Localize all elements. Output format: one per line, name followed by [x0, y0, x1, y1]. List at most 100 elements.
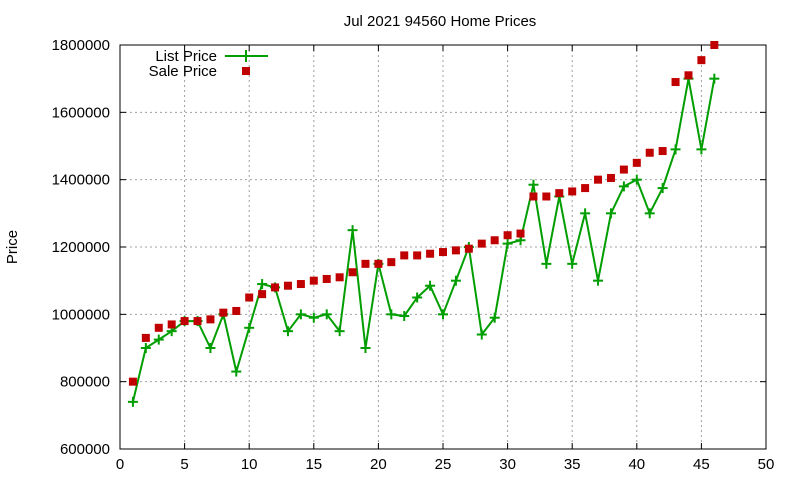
y-axis-label: Price [4, 230, 21, 264]
y-tick-label: 1200000 [52, 239, 110, 256]
x-tick-labels: 0 5 10 15 20 25 30 35 40 45 50 [116, 456, 775, 473]
list-price-point [231, 366, 242, 377]
list-price-point [295, 309, 306, 320]
list-price-point [580, 208, 591, 219]
chart-title: Jul 2021 94560 Home Prices [344, 13, 537, 30]
list-price-line [131, 78, 716, 403]
legend-marker-sale-price [242, 67, 250, 75]
axis-ticks [119, 44, 767, 450]
list-price-point [696, 144, 707, 155]
list-price-point [360, 343, 371, 353]
sale-price-point [361, 259, 370, 268]
list-price-point [257, 279, 268, 290]
sale-price-point [542, 192, 551, 201]
sale-price-point [645, 148, 654, 157]
x-tick-label: 5 [180, 456, 188, 473]
sale-price-point [568, 187, 577, 196]
list-price-point [282, 326, 293, 337]
list-price-point [567, 258, 578, 269]
sale-price-point [413, 251, 422, 260]
sale-price-point [128, 377, 137, 386]
x-tick-label: 35 [564, 456, 581, 473]
list-price-point [140, 343, 151, 353]
x-tick-label: 45 [693, 456, 710, 473]
sale-price-point [219, 308, 228, 317]
sale-price-point [141, 333, 150, 342]
list-price-point [347, 225, 358, 236]
y-tick-labels: 600000 800000 1000000 1200000 1400000 1600000… [52, 37, 110, 458]
list-price-point [593, 275, 604, 286]
sale-price-point [516, 229, 525, 238]
sale-price-point [710, 41, 719, 49]
list-price-point [618, 181, 629, 192]
y-tick-label: 1600000 [52, 104, 110, 121]
sale-price-point [581, 184, 590, 193]
sale-price-point [193, 317, 202, 326]
legend-marker-list-price [240, 50, 252, 62]
series-layer [127, 41, 720, 407]
sale-price-point [594, 175, 603, 184]
sale-price-point [619, 165, 628, 174]
x-tick-label: 0 [116, 456, 124, 473]
list-price-point [425, 280, 436, 291]
list-price-point [476, 329, 487, 340]
sale-price-point [477, 239, 486, 248]
sale-price-point [335, 273, 344, 282]
list-price-point [308, 312, 319, 323]
list-price-point [644, 208, 655, 219]
sale-price-point [451, 246, 460, 255]
x-tick-label: 15 [305, 456, 322, 473]
sale-price-point [697, 56, 706, 65]
sale-price-point [283, 281, 292, 290]
x-tick-label: 25 [435, 456, 452, 473]
sale-price-point [322, 274, 331, 283]
sale-price-point [271, 283, 280, 292]
sale-price-point [374, 259, 383, 268]
list-price-point [631, 174, 642, 185]
list-price-point [321, 309, 332, 320]
list-price-point [438, 309, 448, 320]
y-tick-label: 800000 [60, 374, 110, 391]
x-tick-label: 20 [370, 456, 387, 473]
list-price-point [709, 73, 720, 84]
legend-label-sale-price: Sale Price [149, 63, 217, 80]
sale-price-point [503, 231, 512, 240]
y-tick-label: 1800000 [52, 37, 110, 54]
y-tick-label: 600000 [60, 441, 110, 458]
sale-price-point [258, 290, 267, 299]
sale-price-point [180, 317, 189, 326]
list-price-point [205, 343, 216, 353]
legend-label-list-price: List Price [155, 48, 217, 65]
x-tick-label: 40 [628, 456, 645, 473]
list-price-point [244, 322, 255, 333]
grid-lines [120, 45, 766, 449]
sale-price-point [400, 251, 409, 260]
y-tick-label: 1400000 [52, 172, 110, 189]
sale-price-point [296, 280, 305, 289]
legend: List Price Sale Price [149, 48, 268, 80]
sale-price-point [671, 78, 680, 87]
list-price-point [399, 311, 410, 322]
sale-price-point [232, 306, 241, 315]
list-price-point [528, 179, 539, 190]
sale-price-point [426, 249, 435, 258]
list-price-point [153, 334, 164, 345]
sale-price-point [490, 236, 499, 245]
list-price-point [502, 238, 513, 249]
sale-price-point [309, 276, 318, 285]
sale-price-point [387, 258, 396, 267]
sale-price-point [632, 158, 641, 167]
list-price-point [541, 258, 552, 269]
list-price-point [605, 208, 616, 219]
sale-price-point [167, 320, 176, 329]
sale-price-point [464, 244, 473, 253]
sale-price-point [206, 315, 215, 324]
list-price-point [334, 326, 345, 337]
sale-price-point [154, 323, 163, 332]
sale-price-point [658, 147, 667, 156]
sale-price-point [606, 173, 615, 182]
list-price-point [670, 144, 681, 155]
list-price-point [450, 275, 461, 286]
list-price-point [127, 396, 138, 407]
list-price-point [412, 292, 423, 303]
